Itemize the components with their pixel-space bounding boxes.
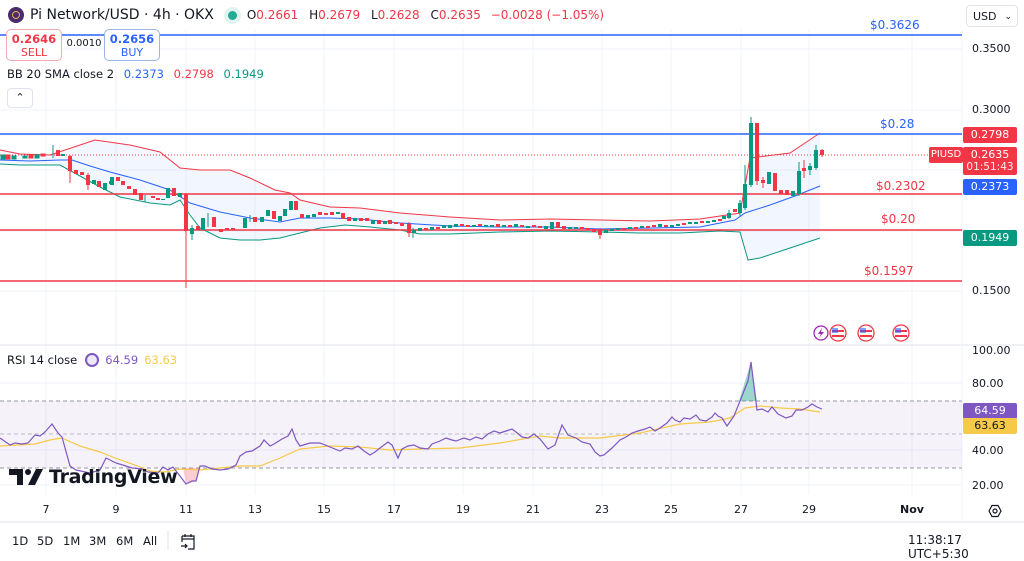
us-flag-event-icon [829, 324, 847, 342]
pi-network-logo-icon [8, 7, 24, 23]
sell-label: SELL [20, 46, 48, 59]
spread-value: 0.0010 [66, 38, 102, 49]
rsi-ma-value: 63.63 [144, 353, 178, 367]
sell-price: 0.2646 [11, 32, 57, 46]
settings-gear-icon [988, 504, 1002, 518]
symbol-tag: PIUSD [929, 147, 963, 163]
time-tick: 29 [802, 503, 816, 516]
bb-basis-tag: 0.2373 [963, 179, 1017, 195]
buy-price: 0.2656 [109, 32, 155, 46]
open-key: O [246, 8, 257, 22]
rsi-tick: 20.00 [972, 479, 1004, 492]
range-all-button[interactable]: All [143, 534, 158, 548]
time-tick: 9 [112, 503, 120, 516]
low-key: L [370, 8, 378, 22]
range-5d-button[interactable]: 5D [37, 534, 54, 548]
time-tick: 21 [526, 503, 540, 516]
collapse-legend-button[interactable]: ⌃ [7, 88, 33, 108]
range-6m-button[interactable]: 6M [116, 534, 134, 548]
tradingview-logo[interactable]: TradingView [9, 466, 178, 488]
grid-lines [0, 30, 962, 495]
currency-select[interactable]: USD ⌄ [966, 5, 1018, 27]
rsi-tick: 40.00 [972, 444, 1004, 457]
high-key: H [309, 8, 319, 22]
chevron-up-icon: ⌃ [15, 91, 25, 104]
support-resistance-levels [0, 34, 962, 282]
currency-value: USD [973, 10, 997, 23]
price-tick: 0.3500 [972, 42, 1011, 55]
time-tick: 27 [734, 503, 748, 516]
bar-countdown: 01:51:43 [966, 161, 1014, 173]
candlesticks [0, 117, 824, 288]
buy-label: BUY [120, 46, 144, 59]
bollinger-upper-line [0, 132, 821, 222]
time-tick: 19 [456, 503, 470, 516]
rsi-line [0, 361, 823, 485]
level-label-0.1597[interactable]: $0.1597 [864, 264, 914, 278]
ohlc-values: O0.2661 H0.2679 L0.2628 C0.2635 −0.0028 … [247, 8, 604, 22]
buy-button[interactable]: 0.2656 BUY [104, 29, 160, 61]
level-label-0.20[interactable]: $0.20 [881, 212, 916, 226]
last-price-tag: 0.2635 01:51:43 [963, 147, 1017, 175]
bb-label: BB 20 SMA close 2 [7, 67, 115, 81]
rsi-tick: 100.00 [972, 344, 1011, 357]
high-value: 0.2679 [318, 8, 361, 22]
low-value: 0.2628 [377, 8, 420, 22]
us-flag-event-icon [892, 324, 910, 342]
tradingview-logo-icon [9, 469, 43, 485]
timezone-clock[interactable]: 11:38:17 UTC+5:30 [908, 533, 969, 561]
time-tick: 15 [317, 503, 331, 516]
range-1d-button[interactable]: 1D [12, 534, 29, 548]
open-value: 0.2661 [256, 8, 299, 22]
time-tick: 25 [664, 503, 678, 516]
change-value: −0.0028 (−1.05%) [490, 8, 605, 22]
rsi-tick: 80.00 [972, 377, 1004, 390]
time-tick: 11 [179, 503, 193, 516]
refresh-icon[interactable] [85, 353, 100, 367]
bollinger-legend[interactable]: BB 20 SMA close 2 0.2373 0.2798 0.1949 [7, 67, 264, 81]
rsi-label: RSI 14 close [7, 353, 78, 367]
bollinger-band-fill [0, 133, 820, 260]
time-tick: 7 [42, 503, 50, 516]
economic-events [813, 324, 910, 342]
rsi-legend[interactable]: RSI 14 close 64.59 63.63 [7, 353, 177, 367]
rsi-value-tag: 64.59 [963, 403, 1017, 419]
symbol-title[interactable]: Pi Network/USD · 4h · OKX [30, 7, 214, 23]
level-label-0.2302[interactable]: $0.2302 [876, 179, 926, 193]
bb-lower-tag: 0.1949 [963, 230, 1017, 246]
bb-upper-tag: 0.2798 [963, 127, 1017, 143]
bb-basis-value: 0.2373 [123, 67, 164, 81]
bb-lower-value: 0.1949 [223, 67, 264, 81]
rsi-value: 64.59 [105, 353, 139, 367]
market-open-status-icon [227, 10, 237, 20]
goto-date-button[interactable] [176, 528, 200, 552]
chevron-down-icon: ⌄ [1004, 12, 1012, 22]
time-tick-month: Nov [900, 503, 924, 516]
range-3m-button[interactable]: 3M [89, 534, 107, 548]
time-tick: 17 [387, 503, 401, 516]
price-tick: 0.3000 [972, 103, 1011, 116]
us-flag-event-icon [857, 324, 875, 342]
close-key: C [430, 8, 439, 22]
sell-button[interactable]: 0.2646 SELL [6, 29, 62, 61]
level-label-0.28[interactable]: $0.28 [880, 117, 915, 131]
time-tick: 23 [595, 503, 609, 516]
tradingview-wordmark: TradingView [49, 466, 178, 488]
level-label-0.3626[interactable]: $0.3626 [870, 18, 920, 32]
calendar-goto-icon [181, 534, 195, 550]
bollinger-basis-line [0, 159, 821, 230]
chart-settings-button[interactable] [985, 501, 1005, 521]
time-tick: 13 [248, 503, 262, 516]
rsi-ma-line [0, 405, 821, 473]
price-tick: 0.1500 [972, 284, 1011, 297]
rsi-ma-tag: 63.63 [963, 418, 1017, 434]
chart-header: Pi Network/USD · 4h · OKX O0.2661 H0.267… [0, 0, 604, 30]
range-1m-button[interactable]: 1M [63, 534, 81, 548]
bb-upper-value: 0.2798 [173, 67, 214, 81]
close-value: 0.2635 [438, 8, 481, 22]
last-price-value: 0.2635 [970, 148, 1010, 161]
